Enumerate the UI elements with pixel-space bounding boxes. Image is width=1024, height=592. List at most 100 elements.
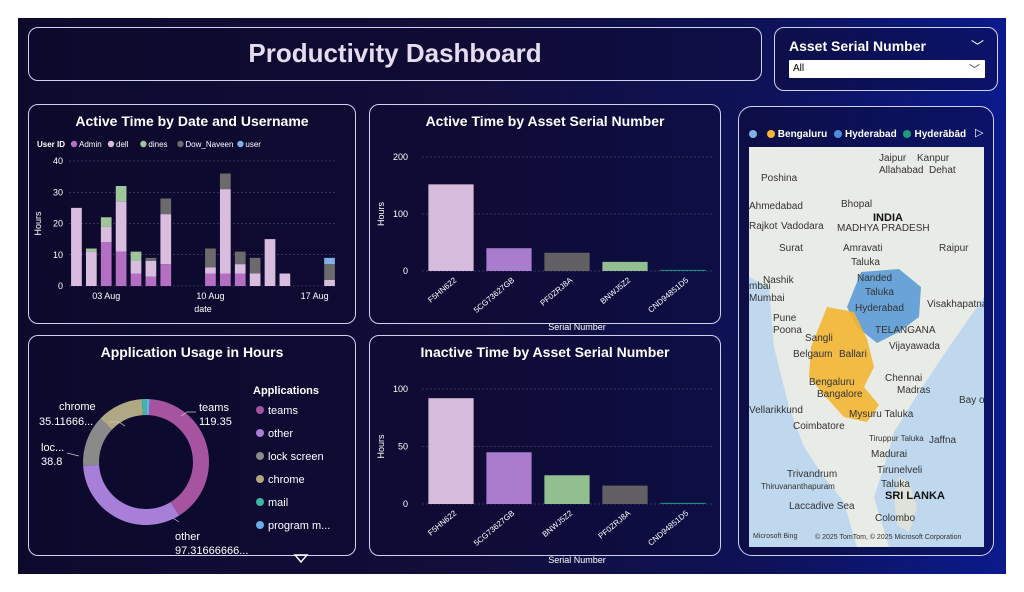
bar-segment bbox=[115, 201, 127, 252]
map-panel: Bengaluru Hyderabad Hyderābād ▷ Jaipur Ka… bbox=[738, 106, 994, 556]
map-brand: Microsoft Bing bbox=[753, 533, 798, 540]
map-place-label: Vijayawada bbox=[889, 341, 940, 352]
slicer-label: Asset Serial Number bbox=[789, 38, 926, 54]
chevron-down-icon[interactable]: ﹀ bbox=[971, 39, 985, 54]
leader-line bbox=[109, 421, 126, 427]
y-tick-label: 100 bbox=[393, 209, 408, 219]
legend-label: other bbox=[268, 428, 293, 440]
bar-segment bbox=[71, 207, 82, 286]
leader-line bbox=[172, 517, 180, 523]
data-label: loc... bbox=[41, 442, 64, 454]
y-axis-label: Hours bbox=[376, 434, 386, 459]
y-tick-label: 10 bbox=[53, 250, 63, 260]
asset-serial-slicer[interactable]: Asset Serial Number ﹀ All ﹀ bbox=[774, 27, 998, 91]
legend-title: Applications bbox=[253, 385, 319, 397]
bar-segment bbox=[160, 264, 172, 286]
legend-dot bbox=[749, 130, 757, 138]
legend-label: chrome bbox=[268, 474, 305, 486]
map-place-label: Jaffna bbox=[929, 435, 956, 446]
legend-label: dell bbox=[116, 140, 129, 149]
legend-marker bbox=[256, 406, 264, 414]
map-place-label: Kanpur bbox=[917, 153, 950, 164]
bar bbox=[428, 398, 474, 504]
x-tick-label: PF0ZRJ8A bbox=[539, 275, 575, 307]
dropdown-arrow-icon[interactable]: ﹀ bbox=[969, 64, 980, 76]
legend-next-icon[interactable]: ▷ bbox=[975, 127, 984, 139]
slicer-dropdown[interactable]: All ﹀ bbox=[789, 60, 985, 78]
legend-marker bbox=[256, 475, 264, 483]
bar-segment bbox=[219, 173, 231, 190]
legend-marker bbox=[256, 452, 264, 460]
map-place-label: Sangli bbox=[805, 333, 833, 344]
legend-label: Admin bbox=[79, 140, 102, 149]
map-place-label: TELANGANA bbox=[875, 325, 936, 336]
map-place-label: Allahabad bbox=[879, 165, 923, 176]
bar-segment bbox=[145, 276, 157, 286]
bar bbox=[486, 452, 532, 504]
dashboard-canvas: Productivity Dashboard Asset Serial Numb… bbox=[18, 18, 1006, 574]
legend-marker bbox=[107, 140, 115, 148]
chart-title: Active Time by Date and Username bbox=[75, 113, 309, 129]
data-label: chrome bbox=[59, 401, 96, 413]
bar bbox=[660, 269, 706, 271]
title-panel: Productivity Dashboard bbox=[28, 27, 762, 81]
bar bbox=[544, 475, 590, 504]
bar-segment bbox=[160, 214, 172, 265]
y-tick-label: 0 bbox=[403, 499, 408, 509]
map-place-label: Nanded bbox=[857, 273, 892, 284]
chart-title: Application Usage in Hours bbox=[100, 344, 284, 360]
map-place-label: Coimbatore bbox=[793, 421, 845, 432]
inactive-time-serial-panel: Inactive Time by Asset Serial Number 0 50… bbox=[369, 335, 721, 565]
x-tick-label: 17 Aug bbox=[301, 291, 329, 301]
map-place-label: Taluka bbox=[865, 287, 894, 298]
legend-label: mail bbox=[268, 497, 288, 509]
legend-label: Dow_Naveen bbox=[185, 140, 233, 149]
donut-slice bbox=[146, 399, 150, 416]
active-time-serial-chart: 0 100 200 Hours F5HN622 5CG73627GB PF0ZRJ8A BNW… bbox=[376, 152, 712, 332]
data-label: teams bbox=[199, 402, 229, 414]
legend-dot bbox=[903, 130, 912, 138]
legend-marker bbox=[237, 140, 244, 148]
y-axis-label: Hours bbox=[33, 211, 43, 236]
bar-segment bbox=[160, 198, 172, 215]
data-label: 97.31666666... bbox=[175, 545, 248, 557]
bar-segment bbox=[324, 279, 335, 286]
map-place-label: Poshina bbox=[761, 173, 798, 184]
map-place-label: Visakhapatnam bbox=[927, 299, 984, 310]
map-place-label: Tirunelveli bbox=[877, 465, 922, 476]
donut-slice bbox=[83, 464, 180, 525]
x-tick-label: BNWJ5Z2 bbox=[599, 275, 633, 306]
y-tick-label: 200 bbox=[393, 152, 408, 162]
map-place-label: Mumbai bbox=[749, 293, 785, 304]
map-place-label: Rajkot bbox=[749, 221, 778, 232]
bar-segment bbox=[234, 251, 246, 265]
map-legend-item: Bengaluru bbox=[777, 129, 828, 140]
bar bbox=[486, 248, 532, 271]
bar-segment bbox=[115, 186, 127, 202]
map-place-label: Trivandrum bbox=[787, 469, 837, 480]
bar-segment bbox=[130, 261, 142, 274]
inactive-time-serial-chart: 0 50 100 Hours F5HN622 5CG73627GB BNWJ5Z2 PF0ZR… bbox=[376, 384, 712, 565]
active-time-serial-panel: Active Time by Asset Serial Number 0 100 2… bbox=[369, 104, 721, 332]
y-tick-label: 0 bbox=[58, 281, 63, 291]
map-place-label: Raipur bbox=[939, 243, 969, 254]
legend-marker bbox=[177, 140, 184, 148]
map-place-label: Amravati bbox=[843, 243, 882, 254]
legend-marker bbox=[256, 521, 264, 529]
map-place-label: INDIA bbox=[873, 212, 903, 224]
bar-segment bbox=[234, 273, 246, 286]
y-tick-label: 100 bbox=[393, 384, 408, 394]
x-axis-label: Serial Number bbox=[548, 555, 606, 565]
map-legend-item: Hyderabad bbox=[845, 129, 897, 140]
x-tick-label: 03 Aug bbox=[92, 291, 120, 301]
bar-segment bbox=[279, 273, 291, 286]
legend-label: dines bbox=[148, 140, 167, 149]
chart-title: Inactive Time by Asset Serial Number bbox=[420, 344, 670, 360]
bar-segment bbox=[205, 267, 216, 274]
sea-area bbox=[749, 277, 857, 547]
map-place-label: Colombo bbox=[875, 513, 915, 524]
india-map[interactable]: Jaipur Kanpur Allahabad Dehat Poshina Ahmedab… bbox=[749, 147, 984, 547]
bar-segment bbox=[219, 189, 231, 274]
map-attribution: © 2025 TomTom, © 2025 Microsoft Corporat… bbox=[815, 534, 962, 541]
map-place-label: Ballari bbox=[839, 349, 867, 360]
